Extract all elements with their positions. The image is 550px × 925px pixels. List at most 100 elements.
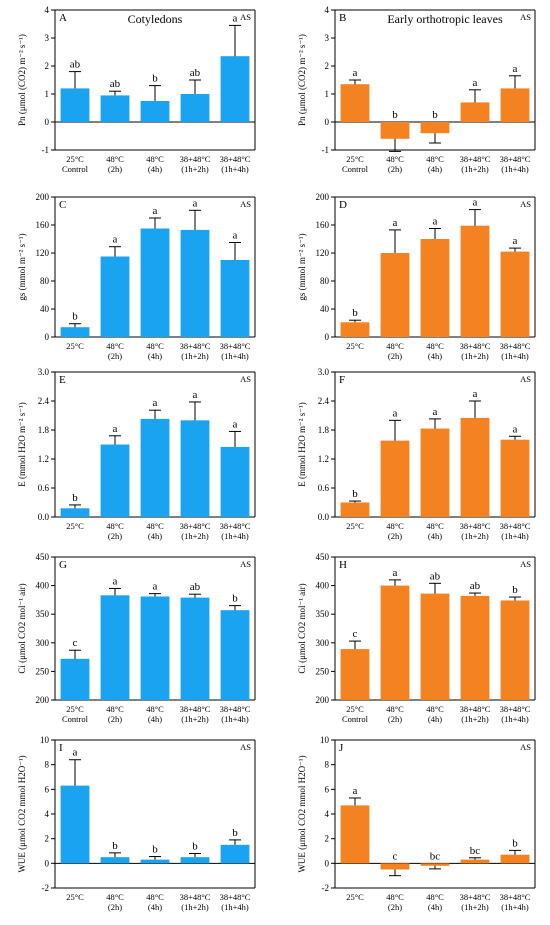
significance-letter: a xyxy=(193,389,198,401)
x-tick-label: (1h+4h) xyxy=(501,164,529,174)
x-tick-label: 48°C xyxy=(426,892,444,902)
bar xyxy=(140,101,170,122)
bar xyxy=(220,260,250,337)
panel-tag: AS xyxy=(240,559,251,569)
bar xyxy=(340,502,370,517)
bar xyxy=(460,595,490,700)
x-tick-label: Control xyxy=(62,164,89,174)
x-tick-label: 38+48°C xyxy=(180,704,211,714)
significance-letter: a xyxy=(473,197,478,209)
panel-title: Early orthotropic leaves xyxy=(387,12,503,26)
x-tick-label: 48°C xyxy=(386,704,404,714)
panel-tag: AS xyxy=(520,12,531,22)
bar xyxy=(100,256,130,337)
y-tick-label: 3 xyxy=(325,33,330,43)
x-tick-label: (1h+2h) xyxy=(461,164,489,174)
x-tick-label: 38+48°C xyxy=(460,892,491,902)
y-tick-label: 0 xyxy=(45,117,50,127)
significance-letter: ab xyxy=(190,581,201,593)
x-tick-label: 38+48°C xyxy=(460,341,491,351)
x-tick-label: 48°C xyxy=(386,521,404,531)
x-tick-label: (2h) xyxy=(388,351,402,361)
bar xyxy=(60,658,90,700)
bar xyxy=(500,854,530,864)
y-tick-label: 1.2 xyxy=(38,454,49,464)
y-tick-label: 400 xyxy=(316,581,330,591)
significance-letter: a xyxy=(433,406,438,418)
y-tick-label: 250 xyxy=(36,666,50,676)
y-tick-label: 8 xyxy=(45,760,50,770)
y-tick-label: 200 xyxy=(36,695,50,705)
y-tick-label: 450 xyxy=(316,552,330,562)
panel-tag: AS xyxy=(520,199,531,209)
bar xyxy=(180,597,210,700)
significance-letter: ab xyxy=(190,67,201,79)
x-tick-label: 48°C xyxy=(386,892,404,902)
y-axis-label: gs (mmol m⁻² s⁻¹) xyxy=(17,233,27,300)
significance-letter: a xyxy=(393,567,398,579)
significance-letter: b xyxy=(512,584,518,596)
x-tick-label: 48°C xyxy=(426,704,444,714)
x-tick-label: 48°C xyxy=(386,341,404,351)
x-tick-label: 38+48°C xyxy=(460,154,491,164)
bar xyxy=(60,327,90,337)
x-tick-label: 38+48°C xyxy=(500,704,531,714)
y-tick-label: -2 xyxy=(322,883,330,893)
y-axis-label: Ci (μmol CO2 mol⁻¹ air) xyxy=(17,583,27,673)
x-tick-label: (1h+4h) xyxy=(221,164,249,174)
y-tick-label: 200 xyxy=(316,192,330,202)
y-tick-label: 0.0 xyxy=(38,512,50,522)
significance-letter: a xyxy=(73,747,78,759)
y-axis-label: Pn (μmol (CO2) m⁻² s⁻¹) xyxy=(297,34,307,126)
y-tick-label: 40 xyxy=(320,304,330,314)
x-tick-label: 48°C xyxy=(386,154,404,164)
bar xyxy=(500,600,530,700)
x-tick-label: 25°C xyxy=(66,521,84,531)
x-tick-label: 38+48°C xyxy=(180,521,211,531)
x-tick-label: (4h) xyxy=(428,164,442,174)
x-tick-label: (1h+4h) xyxy=(221,531,249,541)
x-tick-label: (1h+2h) xyxy=(181,902,209,912)
x-tick-label: 48°C xyxy=(146,341,164,351)
x-tick-label: 25°C xyxy=(346,341,364,351)
significance-letter: a xyxy=(513,423,518,435)
y-tick-label: 250 xyxy=(316,666,330,676)
x-tick-label: 48°C xyxy=(146,154,164,164)
y-tick-label: 0 xyxy=(325,858,330,868)
x-tick-label: (4h) xyxy=(148,351,162,361)
y-tick-label: 2 xyxy=(325,834,330,844)
bar xyxy=(180,420,210,517)
x-tick-label: (1h+4h) xyxy=(501,714,529,724)
panel-title: Cotyledons xyxy=(128,12,183,26)
y-tick-label: 80 xyxy=(40,276,50,286)
significance-letter: b xyxy=(192,840,198,852)
y-tick-label: 160 xyxy=(36,220,50,230)
x-tick-label: (4h) xyxy=(428,902,442,912)
y-tick-label: 1.8 xyxy=(38,425,50,435)
significance-letter: b xyxy=(72,311,78,323)
y-tick-label: 450 xyxy=(36,552,50,562)
y-tick-label: 0 xyxy=(325,332,330,342)
x-tick-label: 48°C xyxy=(426,341,444,351)
panel-letter: C xyxy=(59,199,66,211)
x-tick-label: 38+48°C xyxy=(500,154,531,164)
y-tick-label: 1 xyxy=(325,89,330,99)
significance-letter: c xyxy=(353,628,358,640)
x-tick-label: (2h) xyxy=(108,902,122,912)
y-tick-label: 0.6 xyxy=(318,483,330,493)
x-tick-label: 48°C xyxy=(106,154,124,164)
y-axis-label: Pn (μmol (CO2) m⁻² s⁻¹) xyxy=(17,34,27,126)
significance-letter: a xyxy=(113,575,118,587)
bar xyxy=(420,122,450,134)
y-tick-label: 1 xyxy=(45,89,50,99)
bar xyxy=(380,122,410,139)
significance-letter: ab xyxy=(70,59,81,71)
bar xyxy=(220,446,250,517)
y-tick-label: 350 xyxy=(36,609,50,619)
significance-letter: b xyxy=(72,492,78,504)
bar xyxy=(420,593,450,700)
x-tick-label: (2h) xyxy=(108,351,122,361)
y-tick-label: 10 xyxy=(320,735,330,745)
x-tick-label: (2h) xyxy=(388,164,402,174)
